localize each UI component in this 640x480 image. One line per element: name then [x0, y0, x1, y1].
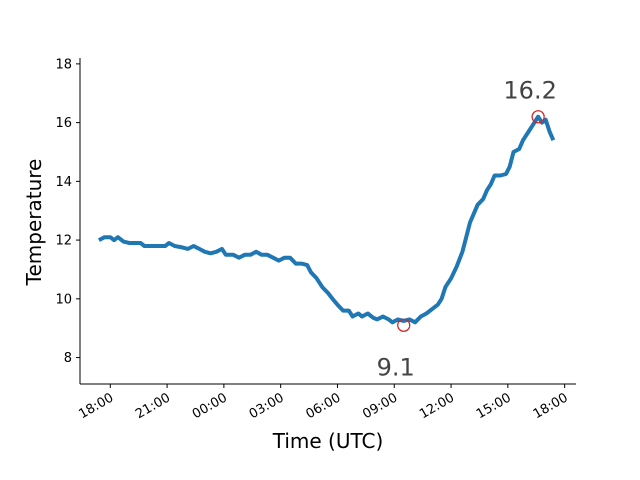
y-tick-label: 10 — [55, 292, 72, 307]
x-tick-label: 06:00 — [304, 390, 344, 422]
y-axis-ticks: 8 10 12 14 16 18 — [55, 57, 80, 366]
y-tick-label: 18 — [55, 57, 72, 72]
x-tick-label: 12:00 — [417, 390, 457, 422]
y-tick-label: 12 — [55, 234, 72, 249]
annotations: 9.1 16.2 — [377, 77, 557, 382]
x-tick-label: 03:00 — [247, 390, 287, 422]
y-tick-label: 8 — [64, 351, 72, 366]
x-tick-label: 09:00 — [360, 390, 400, 422]
x-tick-label: 15:00 — [474, 390, 514, 422]
x-axis-ticks: 18:00 21:00 00:00 03:00 06:00 09:00 12:00 15:00… — [76, 384, 571, 422]
y-tick-label: 14 — [55, 175, 72, 190]
x-tick-label: 18:00 — [76, 390, 116, 422]
x-tick-label: 21:00 — [133, 390, 173, 422]
min-marker — [397, 318, 411, 332]
min-value-label: 9.1 — [377, 353, 415, 381]
y-axis-label: Temperature — [22, 159, 46, 287]
max-marker — [531, 110, 545, 124]
plot-area — [97, 114, 556, 325]
temperature-series-line — [97, 114, 556, 325]
x-tick-label: 00:00 — [190, 390, 230, 422]
x-axis-label: Time (UTC) — [272, 429, 384, 453]
max-value-label: 16.2 — [503, 77, 556, 105]
x-tick-label: 18:00 — [531, 390, 571, 422]
y-tick-label: 16 — [55, 116, 72, 131]
